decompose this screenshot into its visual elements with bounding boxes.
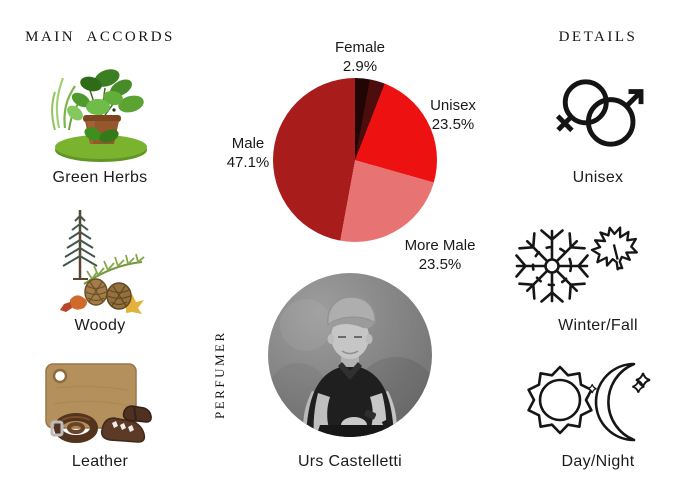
pie-slice-label-male: Male 47.1%	[205, 134, 291, 172]
main-accords-title: MAIN ACCORDS	[25, 29, 175, 45]
pie-label-pct: 2.9%	[342, 58, 378, 75]
woody-photo	[60, 210, 145, 314]
detail-label-unisex: Unisex	[572, 169, 624, 186]
perfumer-name: Urs Castelletti	[297, 453, 403, 470]
accord-label-green-herbs: Green Herbs	[52, 169, 148, 186]
pie-label-text: Male	[231, 135, 265, 152]
pie-label-text: More Male	[404, 237, 476, 254]
pie-label-pct: 23.5%	[418, 256, 462, 273]
pie-label-pct: 47.1%	[226, 154, 270, 171]
pie-label-text: Female	[334, 39, 386, 56]
snowflake-maple-leaves-icon	[515, 226, 638, 303]
accord-label-leather: Leather	[71, 453, 129, 470]
pie-label-pct: 23.5%	[431, 116, 475, 133]
pie-slice-label-female: Female 2.9%	[312, 38, 408, 76]
accord-label-woody: Woody	[74, 317, 126, 334]
gender-votes-pie	[273, 78, 437, 242]
pie-slice-label-more-male: More Male 23.5%	[392, 236, 488, 274]
perfumer-section-label: PERFUMER	[212, 330, 227, 420]
details-title: DETAILS	[558, 29, 638, 45]
pie-label-text: Unisex	[430, 97, 476, 114]
sun-moon-icon	[527, 362, 651, 442]
perfumer-portrait-photo	[268, 273, 432, 437]
green-herbs-photo	[51, 69, 147, 162]
unisex-gender-icon	[555, 79, 644, 147]
pie-slice-label-unisex: Unisex 23.5%	[410, 96, 496, 134]
detail-label-day-night: Day/Night	[561, 453, 635, 470]
detail-label-winter-fall: Winter/Fall	[558, 317, 638, 334]
leather-photo	[45, 363, 152, 443]
